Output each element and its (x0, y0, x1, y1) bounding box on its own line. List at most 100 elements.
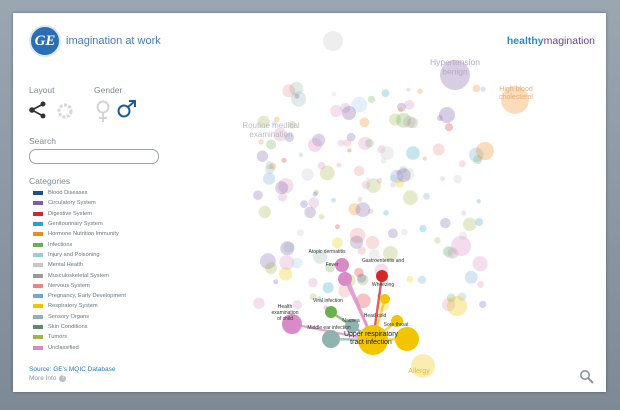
background-bubble[interactable] (432, 143, 445, 156)
background-bubble[interactable] (347, 148, 352, 153)
background-bubble[interactable] (331, 91, 337, 97)
connected-node[interactable] (391, 315, 403, 327)
female-icon[interactable] (95, 100, 111, 124)
background-bubble[interactable] (434, 237, 441, 244)
background-bubble[interactable] (398, 107, 403, 113)
background-bubble[interactable] (401, 228, 408, 236)
background-bubble[interactable] (357, 196, 363, 202)
background-bubble[interactable] (463, 217, 477, 231)
background-bubble[interactable] (380, 146, 394, 160)
background-bubble[interactable] (266, 139, 277, 150)
background-bubble[interactable] (388, 113, 402, 126)
background-bubble[interactable] (292, 300, 302, 310)
background-bubble[interactable] (442, 298, 456, 312)
background-bubble[interactable] (423, 192, 430, 200)
background-bubble[interactable] (289, 81, 304, 96)
background-bubble[interactable] (401, 167, 415, 181)
background-bubble[interactable] (476, 142, 494, 160)
background-bubble[interactable] (472, 84, 481, 93)
background-bubble[interactable] (444, 123, 454, 132)
background-bubble[interactable] (406, 146, 420, 160)
center-node[interactable] (358, 325, 388, 355)
background-bubble[interactable] (340, 102, 351, 113)
background-bubble[interactable] (357, 274, 369, 286)
background-bubble[interactable] (278, 192, 288, 202)
connected-node[interactable] (335, 258, 349, 272)
background-bubble[interactable] (269, 162, 277, 170)
background-bubble[interactable] (356, 273, 367, 283)
background-bubble[interactable] (390, 182, 396, 188)
background-bubble[interactable] (404, 99, 415, 110)
background-bubble[interactable] (461, 210, 467, 216)
category-item[interactable]: Skin Conditions (33, 322, 126, 332)
background-bubble[interactable] (282, 84, 296, 98)
background-bubble[interactable] (349, 227, 366, 244)
more-info-link[interactable]: More Info? (29, 375, 67, 382)
background-bubble[interactable] (396, 112, 411, 128)
background-bubble[interactable] (288, 121, 296, 129)
background-bubble[interactable] (479, 300, 487, 308)
category-item[interactable]: Mental Health (33, 260, 126, 270)
background-bubble[interactable] (278, 178, 294, 194)
category-item[interactable]: Tumors (33, 332, 126, 342)
background-bubble[interactable] (411, 354, 435, 378)
background-bubble[interactable] (377, 145, 386, 154)
disease-network-graph[interactable]: Hypertension benign High blood cholesterol R… (13, 13, 606, 392)
background-bubble[interactable] (258, 205, 271, 219)
background-bubble[interactable] (309, 293, 317, 301)
background-bubble[interactable] (312, 133, 326, 147)
background-bubble[interactable] (366, 178, 381, 193)
male-icon[interactable] (116, 99, 138, 119)
background-bubble[interactable] (397, 102, 406, 112)
connected-node[interactable] (380, 294, 390, 304)
background-bubble[interactable] (380, 157, 387, 164)
background-bubble[interactable] (395, 170, 401, 175)
source-link[interactable]: Source: GE's MQIC Database (29, 366, 116, 373)
category-item[interactable]: Injury and Poisoning (33, 250, 126, 260)
background-bubble[interactable] (417, 88, 423, 94)
background-bubble[interactable] (258, 139, 264, 145)
background-bubble[interactable] (389, 174, 398, 183)
background-bubble[interactable] (280, 241, 295, 256)
background-bubble[interactable] (262, 172, 276, 185)
background-bubble[interactable] (365, 138, 374, 148)
background-bubble[interactable] (265, 161, 274, 170)
background-bubble[interactable] (475, 218, 484, 226)
background-bubble[interactable] (446, 293, 456, 303)
background-bubble[interactable] (406, 87, 411, 92)
background-bubble[interactable] (265, 262, 277, 274)
connected-node[interactable] (338, 272, 352, 286)
category-item[interactable]: Nervous System (33, 281, 126, 291)
background-bubble[interactable] (476, 199, 481, 204)
background-bubble[interactable] (365, 235, 380, 250)
connected-node[interactable] (376, 270, 388, 282)
background-bubble[interactable] (440, 60, 470, 90)
background-bubble[interactable] (473, 154, 483, 165)
background-bubble[interactable] (458, 231, 467, 240)
category-item[interactable]: Pregnancy, Early Development (33, 291, 126, 301)
category-item[interactable]: Hormone Nutrition Immunity (33, 229, 126, 239)
background-bubble[interactable] (388, 228, 398, 239)
background-bubble[interactable] (253, 297, 265, 309)
background-bubble[interactable] (357, 206, 362, 211)
background-bubble[interactable] (399, 165, 407, 174)
background-bubble[interactable] (346, 132, 356, 142)
search-input[interactable] (29, 149, 159, 164)
background-bubble[interactable] (403, 115, 416, 128)
category-item[interactable]: Musculoskeletal System (33, 270, 126, 280)
background-bubble[interactable] (368, 208, 374, 215)
background-bubble[interactable] (325, 262, 335, 273)
connected-node[interactable] (322, 330, 340, 348)
background-bubble[interactable] (273, 127, 288, 142)
category-item[interactable]: Digestive System (33, 209, 126, 219)
background-bubble[interactable] (298, 152, 304, 158)
magnifier-icon[interactable] (579, 369, 595, 385)
background-bubble[interactable] (422, 156, 427, 161)
background-bubble[interactable] (457, 292, 467, 301)
background-bubble[interactable] (313, 189, 319, 195)
background-bubble[interactable] (442, 246, 454, 257)
background-bubble[interactable] (336, 162, 342, 168)
background-bubble[interactable] (453, 174, 462, 184)
background-bubble[interactable] (273, 279, 279, 285)
background-bubble[interactable] (444, 246, 457, 259)
